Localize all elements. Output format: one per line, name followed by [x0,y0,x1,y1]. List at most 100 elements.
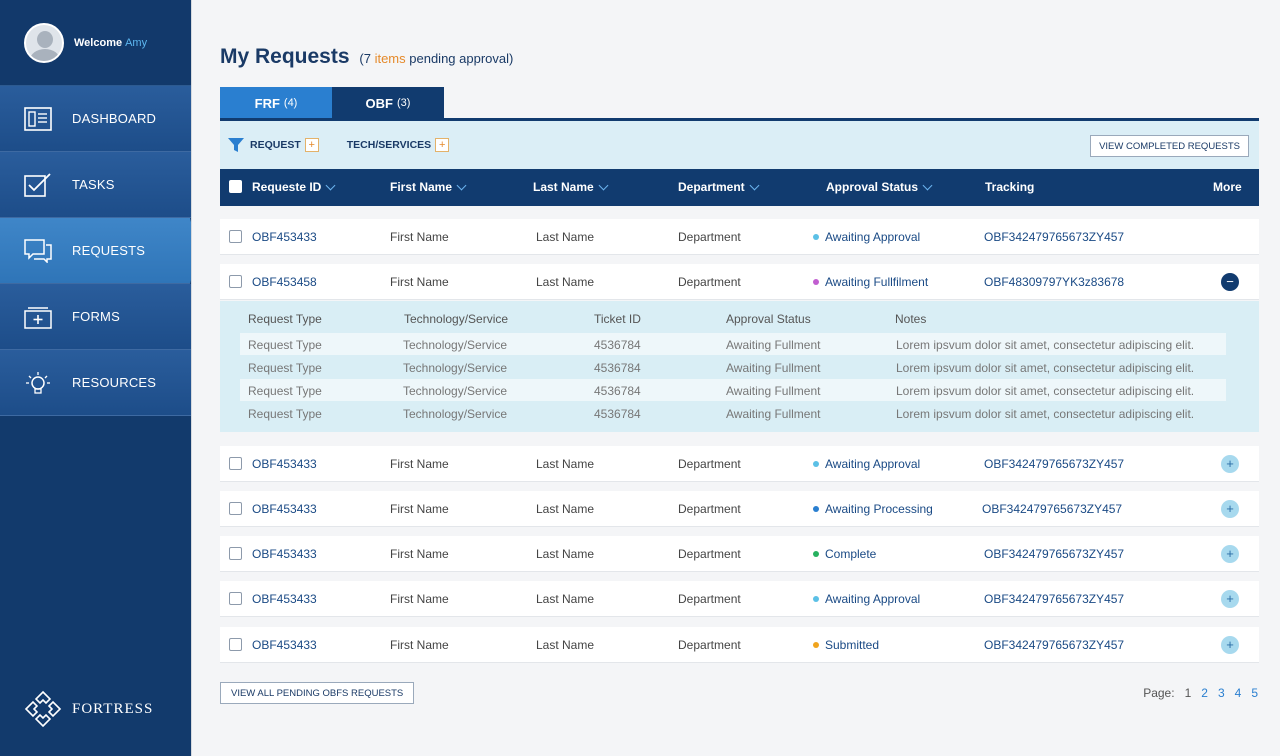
last-name: Last Name [536,275,595,289]
brand-logo: FORTRESS [24,690,153,728]
page-3[interactable]: 3 [1217,686,1225,700]
col-last-name[interactable]: Last Name [533,180,609,194]
department: Department [678,275,741,289]
request-id-link[interactable]: OBF453433 [252,230,317,244]
expand-row-button[interactable]: + [1221,545,1239,563]
sidebar-item-dashboard[interactable]: DASHBOARD [0,86,191,152]
status-badge: Complete [813,547,876,561]
col-request-id[interactable]: Requeste ID [252,180,336,194]
status-badge: Awaiting Approval [813,592,920,606]
table-row[interactable]: OBF453433 First Name Last Name Departmen… [220,536,1259,572]
main-content: My Requests (7 items pending approval) F… [191,0,1280,756]
pending-summary: (7 items pending approval) [359,51,514,66]
sidebar: Welcome Amy DASHBOARD TASKS REQUESTS FORM… [0,0,198,756]
checkbox-icon [24,172,51,197]
sidebar-item-tasks[interactable]: TASKS [0,152,191,218]
status-badge: Submitted [813,638,879,652]
detail-header-request-type: Request Type [248,312,322,326]
expand-row-button[interactable]: + [1221,455,1239,473]
add-request-filter-button[interactable]: + [304,138,319,152]
first-name: First Name [390,230,449,244]
request-id-link[interactable]: OBF453433 [252,547,317,561]
avatar[interactable] [24,22,64,63]
tracking-number[interactable]: OBF48309797YK3z83678 [984,275,1125,289]
tracking-number[interactable]: OBF342479765673ZY457 [984,230,1125,244]
row-checkbox[interactable] [229,502,242,515]
department: Department [678,230,741,244]
page-4[interactable]: 4 [1234,686,1242,700]
request-id-link[interactable]: OBF453433 [252,638,317,652]
page-5[interactable]: 5 [1251,686,1258,700]
expand-row-button[interactable]: + [1221,500,1239,518]
chevron-down-icon [922,180,933,190]
tab-obf[interactable]: OBF (3) [332,87,444,125]
detail-header-ticket-id: Ticket ID [594,312,641,326]
filter-icon[interactable] [228,137,244,153]
page-label: Page: [1143,686,1175,700]
page-1[interactable]: 1 [1184,686,1192,700]
tracking-number[interactable]: OBF342479765673ZY457 [984,592,1125,606]
tab-frf[interactable]: FRF (4) [220,87,332,119]
expand-row-button[interactable]: + [1221,590,1239,608]
detail-row: Request Type Technology/Service 4536784 Awa… [240,379,1226,401]
department: Department [678,638,741,652]
status-badge: Awaiting Processing [813,502,933,516]
sidebar-item-forms[interactable]: FORMS [0,284,191,350]
tracking-number[interactable]: OBF342479765673ZY457 [982,502,1123,516]
col-approval-status[interactable]: Approval Status [826,180,933,194]
col-first-name[interactable]: First Name [390,180,467,194]
expand-row-button[interactable]: + [1221,636,1239,654]
filter-tech-label[interactable]: TECH/SERVICES [346,139,432,151]
detail-header-approval-status: Approval Status [726,312,811,326]
table-row-expanded[interactable]: OBF453458 First Name Last Name Departmen… [220,264,1259,300]
user-panel: Welcome Amy [0,0,191,86]
table-row[interactable]: OBF453433 First Name Last Name Departmen… [220,446,1259,482]
request-id-link[interactable]: OBF453433 [252,457,317,471]
tracking-number[interactable]: OBF342479765673ZY457 [984,547,1125,561]
department: Department [678,592,741,606]
col-department[interactable]: Department [678,180,760,194]
chevron-down-icon [456,180,467,190]
row-checkbox[interactable] [229,457,242,470]
first-name: First Name [390,638,449,652]
last-name: Last Name [536,592,595,606]
request-id-link[interactable]: OBF453458 [252,275,317,289]
view-all-pending-button[interactable]: VIEW ALL PENDING OBFS REQUESTS [220,682,415,704]
detail-row: Request Type Technology/Service 4536784 Awa… [248,407,1195,421]
table-row[interactable]: OBF453433 First Name Last Name Departmen… [220,627,1259,663]
sidebar-item-resources[interactable]: RESOURCES [0,350,191,416]
chevron-down-icon [749,180,760,190]
table-row[interactable]: OBF453433 First Name Last Name Departmen… [220,581,1259,617]
welcome-text: Welcome Amy [74,36,148,49]
view-completed-button[interactable]: VIEW COMPLETED REQUESTS [1090,135,1249,157]
select-all-checkbox[interactable] [229,180,242,193]
row-checkbox[interactable] [229,547,242,560]
status-dot [813,461,819,467]
add-folder-icon [24,306,52,329]
row-checkbox[interactable] [229,230,242,243]
request-id-link[interactable]: OBF453433 [252,502,317,516]
page-2[interactable]: 2 [1201,686,1208,700]
row-detail-panel: Request Type Technology/Service Ticket I… [220,301,1259,432]
chat-bubbles-icon [24,238,52,263]
table-row[interactable]: OBF453433 First Name Last Name Departmen… [220,219,1259,255]
status-dot [813,506,819,512]
detail-row: Request Type Technology/Service 4536784 Awa… [248,361,1195,375]
row-checkbox[interactable] [229,592,242,605]
collapse-row-button[interactable]: − [1221,273,1239,291]
table-row[interactable]: OBF453433 First Name Last Name Departmen… [220,491,1259,527]
lightbulb-icon [26,371,50,394]
tracking-number[interactable]: OBF342479765673ZY457 [984,638,1125,652]
detail-row: Request Type Technology/Service 4536784 Awa… [240,333,1226,355]
row-checkbox[interactable] [229,275,242,288]
sidebar-item-requests[interactable]: REQUESTS [0,218,198,284]
add-tech-filter-button[interactable]: + [435,138,450,152]
request-id-link[interactable]: OBF453433 [252,592,317,606]
status-dot [813,279,819,285]
first-name: First Name [390,592,449,606]
status-badge: Awaiting Approval [813,230,920,244]
row-checkbox[interactable] [229,638,242,651]
filter-request-label[interactable]: REQUEST [250,139,301,151]
department: Department [678,547,741,561]
tracking-number[interactable]: OBF342479765673ZY457 [984,457,1125,471]
